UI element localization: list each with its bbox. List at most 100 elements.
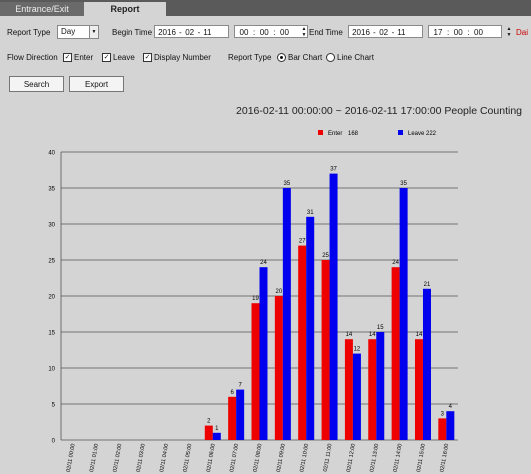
data-label: 31 [307, 210, 314, 216]
bar-chart-radio[interactable] [277, 53, 286, 62]
data-label: 24 [392, 260, 399, 266]
leave-label: Leave [113, 53, 135, 62]
y-tick-label: 35 [48, 187, 55, 193]
legend-leave-total: 222 [426, 131, 437, 137]
truncated-label: Dai [516, 28, 529, 37]
end-time-input[interactable]: 17:00:00 [428, 25, 502, 38]
bar-leave [399, 188, 408, 440]
end-month: 02 [379, 28, 389, 37]
data-label: 21 [424, 282, 431, 288]
x-tick-label: 02/11 13:00 [369, 443, 380, 472]
data-label: 3 [441, 411, 445, 417]
bar-enter [274, 296, 283, 440]
data-label: 14 [369, 332, 376, 338]
x-tick-label: 02/11 02:00 [112, 443, 123, 472]
x-tick-label: 02/11 12:00 [346, 443, 357, 472]
bar-leave [306, 216, 315, 440]
bar-enter [391, 267, 400, 440]
bar-enter [204, 425, 213, 440]
legend-enter-name: Enter [328, 131, 342, 137]
bar-enter [228, 396, 237, 440]
begin-date-input[interactable]: 2016-02-11 [154, 25, 229, 38]
legend-enter-total: 168 [348, 131, 359, 137]
flow-direction-label: Flow Direction [7, 53, 58, 62]
begin-day: 11 [203, 28, 212, 37]
data-label: 15 [377, 325, 384, 331]
x-tick-label: 02/11 10:00 [299, 443, 310, 472]
y-tick-label: 20 [48, 295, 55, 301]
bar-leave [376, 332, 385, 440]
end-hour: 17 [433, 28, 443, 37]
x-tick-label: 02/11 03:00 [136, 443, 147, 472]
x-tick-label: 02/11 06:00 [206, 443, 217, 472]
bar-leave [282, 188, 291, 440]
end-time-spinner-icon[interactable]: ▲ ▼ [506, 26, 512, 38]
tab-report[interactable]: Report [84, 2, 166, 16]
bar-enter [251, 303, 260, 440]
bar-leave [422, 288, 431, 440]
data-label: 19 [252, 296, 259, 302]
end-year: 2016 [352, 28, 370, 37]
people-counting-chart: 2016-02-11 00:00:00 ~ 2016-02-11 17:00:0… [48, 105, 522, 473]
y-tick-label: 15 [48, 331, 55, 337]
y-tick-label: 30 [48, 223, 55, 229]
leave-checkbox[interactable]: ✓ [102, 53, 111, 62]
x-tick-label: 02/11 16:00 [439, 443, 450, 472]
display-number-label: Display Number [154, 53, 211, 62]
begin-time-spinner-icon[interactable]: ▲ ▼ [301, 26, 307, 38]
end-date-input[interactable]: 2016-02-11 [348, 25, 423, 38]
begin-time-input[interactable]: 00:00:00 [234, 25, 308, 38]
x-tick-label: 02/11 11:00 [323, 443, 334, 472]
bar-leave [446, 411, 455, 440]
data-label: 14 [346, 332, 353, 338]
data-label: 1 [215, 426, 219, 432]
data-label: 24 [260, 260, 267, 266]
x-tick-label: 02/11 05:00 [183, 443, 194, 472]
report-type-chart-label: Report Type [228, 53, 272, 62]
tab-entrance-exit[interactable]: Entrance/Exit [0, 2, 84, 16]
data-label: 37 [330, 167, 337, 173]
data-label: 35 [284, 181, 291, 187]
y-tick-label: 40 [48, 151, 55, 157]
report-type-select[interactable]: Day ▼ [57, 25, 99, 39]
begin-year: 2016 [158, 28, 176, 37]
end-time-label: End Time [309, 28, 343, 37]
legend-enter-swatch [318, 130, 323, 135]
x-tick-label: 02/11 00:00 [66, 443, 77, 472]
begin-month: 02 [185, 28, 195, 37]
tab-bar: Entrance/Exit Report [0, 0, 531, 16]
y-tick-label: 0 [52, 439, 56, 445]
x-tick-label: 02/11 08:00 [253, 443, 264, 472]
enter-checkbox[interactable]: ✓ [63, 53, 72, 62]
report-type-label: Report Type [7, 28, 51, 37]
legend-leave-swatch [398, 130, 403, 135]
x-tick-label: 02/11 09:00 [276, 443, 287, 472]
data-label: 14 [416, 332, 423, 338]
display-number-checkbox[interactable]: ✓ [143, 53, 152, 62]
data-label: 12 [354, 347, 361, 353]
y-tick-label: 25 [48, 259, 55, 265]
x-tick-label: 02/11 07:00 [229, 443, 240, 472]
begin-second: 00 [280, 28, 289, 37]
end-second: 00 [474, 28, 483, 37]
data-label: 6 [230, 390, 234, 396]
x-tick-label: 02/11 04:00 [159, 443, 170, 472]
enter-label: Enter [74, 53, 94, 62]
data-label: 27 [299, 239, 306, 245]
data-label: 7 [238, 383, 242, 389]
bar-chart-label: Bar Chart [288, 53, 323, 62]
y-tick-label: 10 [48, 367, 55, 373]
line-chart-radio[interactable] [326, 53, 335, 62]
chevron-down-icon: ▼ [89, 26, 98, 38]
x-tick-label: 02/11 15:00 [416, 443, 427, 472]
x-tick-label: 02/11 14:00 [393, 443, 404, 472]
search-button[interactable]: Search [9, 76, 64, 92]
line-chart-label: Line Chart [337, 53, 374, 62]
chart-title: 2016-02-11 00:00:00 ~ 2016-02-11 17:00:0… [236, 105, 522, 117]
bar-leave [212, 432, 221, 440]
end-minute: 00 [453, 28, 463, 37]
data-label: 2 [207, 419, 211, 425]
begin-minute: 00 [259, 28, 269, 37]
export-button[interactable]: Export [69, 76, 124, 92]
y-tick-label: 5 [52, 403, 56, 409]
